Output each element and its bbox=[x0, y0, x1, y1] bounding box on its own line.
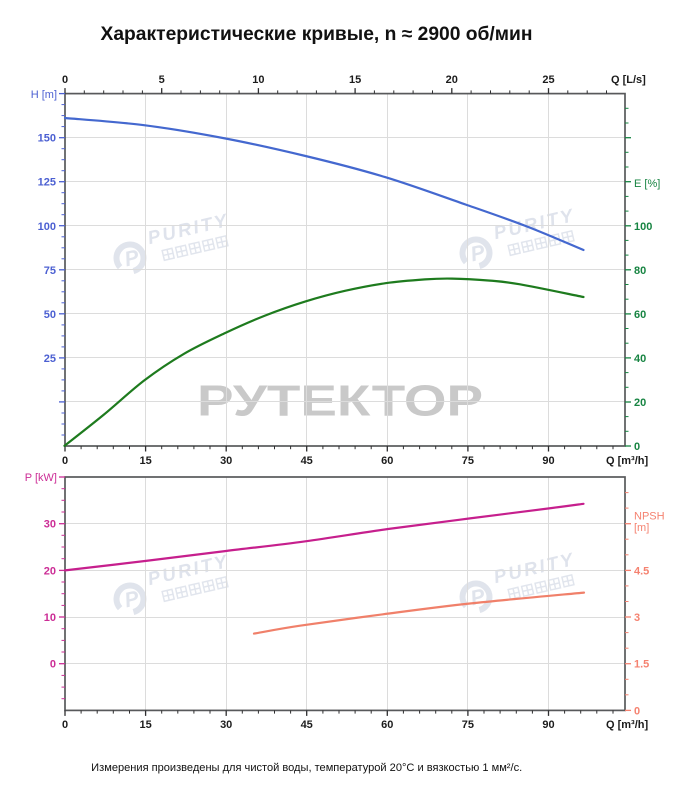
svg-text:5: 5 bbox=[159, 74, 165, 86]
svg-text:NPSH: NPSH bbox=[634, 511, 665, 523]
svg-text:0: 0 bbox=[62, 74, 68, 86]
svg-text:25: 25 bbox=[44, 353, 56, 365]
svg-text:0: 0 bbox=[62, 719, 68, 731]
svg-text:60: 60 bbox=[381, 719, 393, 731]
svg-text:E [%]: E [%] bbox=[634, 178, 660, 190]
svg-text:40: 40 bbox=[634, 353, 646, 365]
svg-text:125: 125 bbox=[38, 177, 56, 189]
svg-text:15: 15 bbox=[349, 74, 361, 86]
svg-text:100: 100 bbox=[634, 221, 652, 233]
svg-text:150: 150 bbox=[38, 133, 56, 145]
svg-text:3: 3 bbox=[634, 612, 640, 624]
svg-text:Q [L/s]: Q [L/s] bbox=[611, 74, 646, 86]
svg-text:20: 20 bbox=[634, 397, 646, 409]
svg-text:15: 15 bbox=[139, 455, 151, 467]
svg-text:90: 90 bbox=[542, 719, 554, 731]
svg-text:25: 25 bbox=[542, 74, 554, 86]
svg-text:P [kW]: P [kW] bbox=[25, 472, 57, 484]
svg-text:75: 75 bbox=[462, 719, 474, 731]
svg-text:0: 0 bbox=[62, 455, 68, 467]
svg-text:0: 0 bbox=[634, 705, 640, 717]
svg-text:50: 50 bbox=[44, 309, 56, 321]
svg-text:Q [m³/h]: Q [m³/h] bbox=[606, 719, 648, 731]
svg-text:30: 30 bbox=[44, 519, 56, 531]
svg-text:100: 100 bbox=[38, 221, 56, 233]
svg-text:H [m]: H [m] bbox=[31, 89, 57, 101]
svg-text:75: 75 bbox=[462, 455, 474, 467]
svg-text:Характеристические кривые, n ≈: Характеристические кривые, n ≈ 2900 об/м… bbox=[101, 24, 533, 45]
svg-text:Измерения произведены для чист: Измерения произведены для чистой воды, т… bbox=[91, 762, 522, 774]
svg-text:0: 0 bbox=[50, 659, 56, 671]
svg-text:0: 0 bbox=[634, 441, 640, 453]
svg-text:30: 30 bbox=[220, 455, 232, 467]
svg-text:10: 10 bbox=[44, 612, 56, 624]
svg-text:45: 45 bbox=[301, 719, 313, 731]
svg-text:15: 15 bbox=[139, 719, 151, 731]
svg-text:10: 10 bbox=[252, 74, 264, 86]
svg-text:20: 20 bbox=[44, 565, 56, 577]
svg-text:4.5: 4.5 bbox=[634, 565, 649, 577]
svg-text:1.5: 1.5 bbox=[634, 659, 649, 671]
svg-text:[m]: [m] bbox=[634, 522, 649, 534]
svg-text:Q [m³/h]: Q [m³/h] bbox=[606, 455, 648, 467]
svg-text:75: 75 bbox=[44, 265, 56, 277]
svg-text:60: 60 bbox=[634, 309, 646, 321]
svg-text:80: 80 bbox=[634, 265, 646, 277]
svg-text:45: 45 bbox=[301, 455, 313, 467]
svg-text:30: 30 bbox=[220, 719, 232, 731]
svg-text:60: 60 bbox=[381, 455, 393, 467]
svg-text:90: 90 bbox=[542, 455, 554, 467]
svg-text:20: 20 bbox=[446, 74, 458, 86]
